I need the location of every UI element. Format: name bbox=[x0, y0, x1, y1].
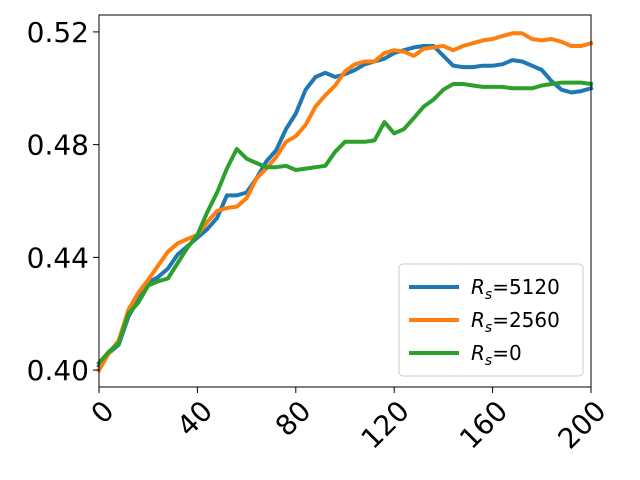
plot-frame bbox=[98, 14, 592, 388]
legend-box bbox=[398, 263, 584, 377]
y-tick-label: 0.44 bbox=[27, 241, 89, 274]
y-tick-label: 0.40 bbox=[27, 354, 89, 387]
series-line-2 bbox=[96, 80, 594, 366]
legend-entries: Rs=5120 Rs=2560 Rs=0 bbox=[409, 275, 560, 369]
legend-label-2: Rs=0 bbox=[471, 341, 522, 369]
legend-label-1: Rs=2560 bbox=[471, 308, 560, 336]
y-tick-label: 0.52 bbox=[27, 16, 89, 49]
y-tick-label: 0.48 bbox=[27, 129, 89, 162]
plot-lines bbox=[96, 31, 594, 373]
y-axis: 0.40 0.44 0.48 0.52 bbox=[27, 16, 99, 387]
legend-label-0: Rs=5120 bbox=[471, 275, 560, 303]
legend: Rs=5120 Rs=2560 Rs=0 bbox=[398, 263, 584, 377]
series-line-1 bbox=[96, 31, 594, 373]
